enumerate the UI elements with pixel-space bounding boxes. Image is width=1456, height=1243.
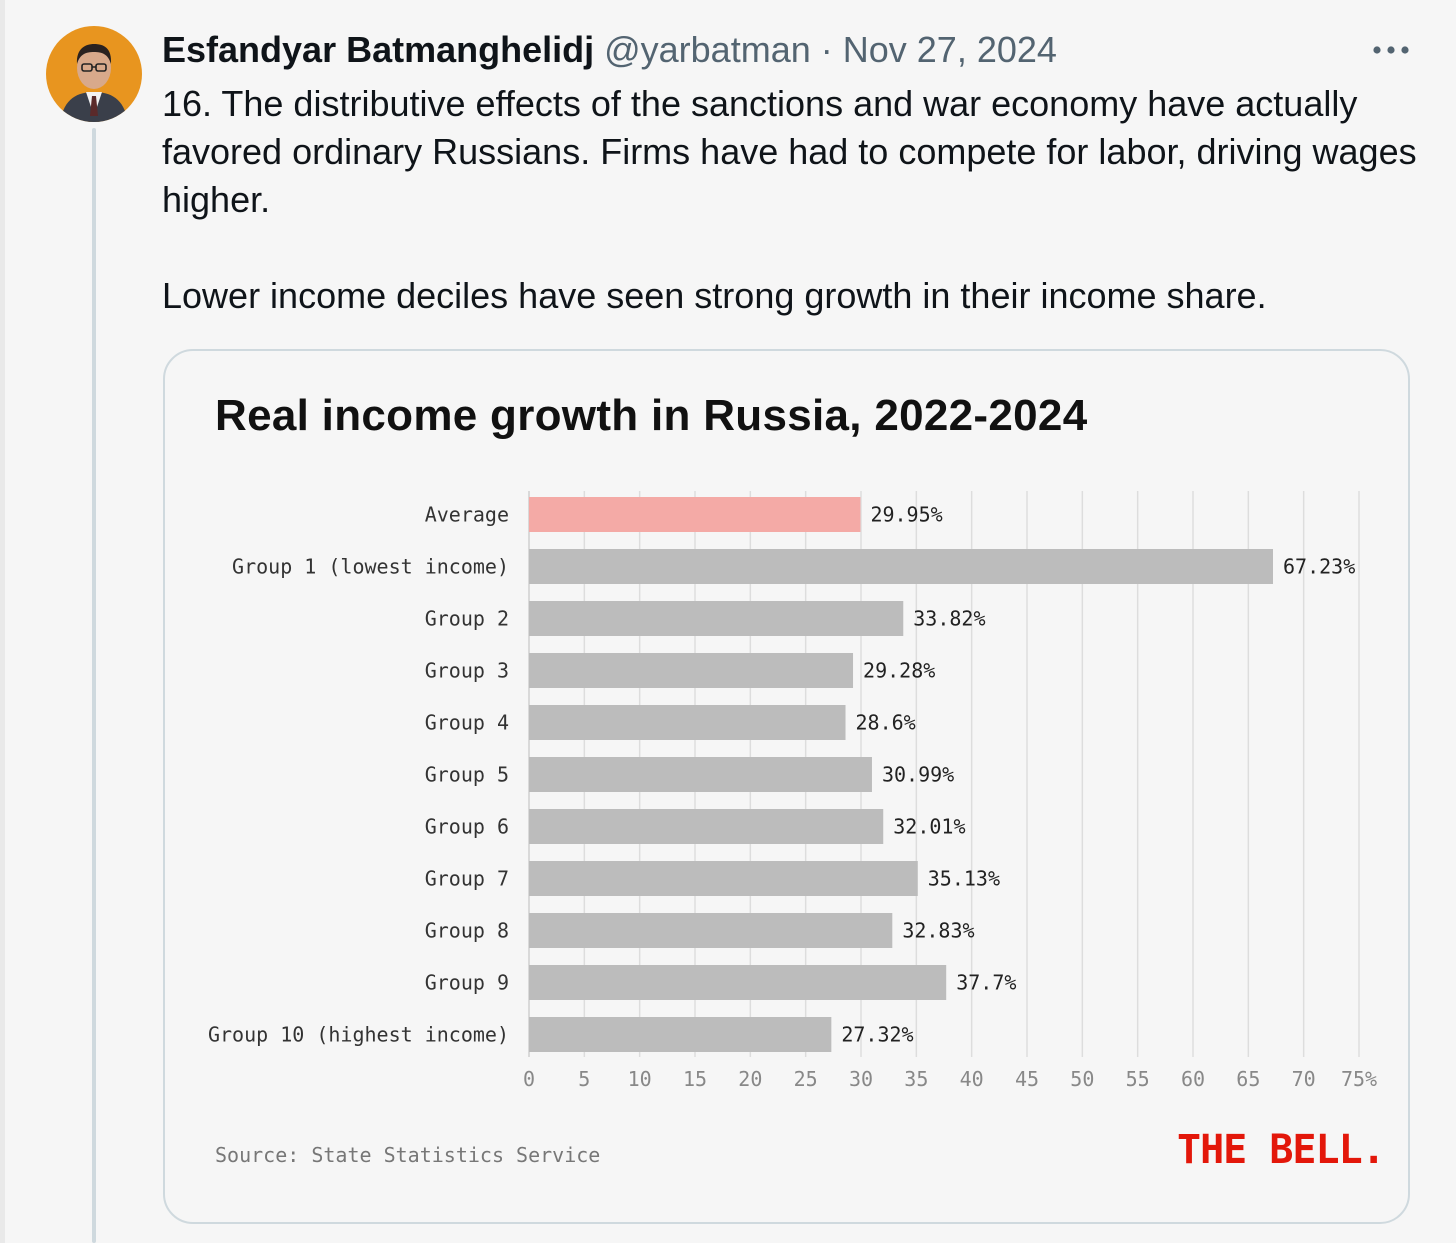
x-tick-label: 50 bbox=[1070, 1067, 1094, 1091]
header-separator: · bbox=[820, 29, 833, 70]
category-label: Group 4 bbox=[425, 711, 509, 735]
category-label: Group 5 bbox=[425, 763, 509, 787]
data-label: 32.83% bbox=[902, 919, 974, 943]
author-handle[interactable]: @yarbatman bbox=[604, 29, 811, 70]
data-label: 29.28% bbox=[863, 659, 935, 683]
x-tick-label: 15 bbox=[683, 1067, 707, 1091]
bar bbox=[529, 861, 918, 896]
x-tick-label: 40 bbox=[960, 1067, 984, 1091]
x-tick-label: 75% bbox=[1341, 1067, 1377, 1091]
x-tick-label: 0 bbox=[523, 1067, 535, 1091]
category-label: Group 2 bbox=[425, 607, 509, 631]
tweet-paragraph: 16. The distributive effects of the sanc… bbox=[162, 83, 1417, 220]
data-label: 35.13% bbox=[928, 867, 1000, 891]
category-label: Average bbox=[425, 503, 509, 527]
brand-logo: THE BELL. bbox=[1177, 1127, 1386, 1173]
tweet-date[interactable]: Nov 27, 2024 bbox=[842, 29, 1057, 70]
bar bbox=[529, 809, 884, 844]
category-label: Group 10 (highest income) bbox=[208, 1023, 509, 1047]
thread-connector-line bbox=[92, 128, 96, 1243]
tweet-paragraph: Lower income deciles have seen strong gr… bbox=[162, 275, 1267, 316]
chart-source: Source: State Statistics Service bbox=[215, 1143, 601, 1167]
data-label: 29.95% bbox=[870, 503, 942, 527]
category-label: Group 3 bbox=[425, 659, 509, 683]
data-label: 37.7% bbox=[956, 971, 1016, 995]
data-label: 33.82% bbox=[913, 607, 985, 631]
category-label: Group 8 bbox=[425, 919, 509, 943]
x-tick-label: 35 bbox=[904, 1067, 928, 1091]
chart-image-card[interactable]: Real income growth in Russia, 2022-2024 … bbox=[163, 349, 1410, 1224]
more-horizontal-icon bbox=[1373, 46, 1409, 54]
bar bbox=[529, 757, 872, 792]
x-tick-label: 45 bbox=[1015, 1067, 1039, 1091]
data-label: 67.23% bbox=[1283, 555, 1355, 579]
data-label: 30.99% bbox=[882, 763, 954, 787]
category-label: Group 9 bbox=[425, 971, 509, 995]
bar bbox=[529, 549, 1274, 584]
more-options-button[interactable] bbox=[1364, 30, 1418, 70]
chart-title: Real income growth in Russia, 2022-2024 bbox=[215, 391, 1088, 440]
bar bbox=[529, 705, 846, 740]
x-tick-label: 65 bbox=[1236, 1067, 1260, 1091]
author-avatar[interactable] bbox=[46, 26, 142, 122]
bar bbox=[529, 497, 861, 532]
category-label: Group 7 bbox=[425, 867, 509, 891]
bar bbox=[529, 653, 854, 688]
x-tick-label: 5 bbox=[578, 1067, 590, 1091]
category-label: Group 1 (lowest income) bbox=[232, 555, 509, 579]
data-label: 27.32% bbox=[841, 1023, 913, 1047]
data-label: 32.01% bbox=[893, 815, 965, 839]
x-tick-label: 60 bbox=[1181, 1067, 1205, 1091]
x-tick-label: 55 bbox=[1126, 1067, 1150, 1091]
bar bbox=[529, 1017, 832, 1052]
category-label: Group 6 bbox=[425, 815, 509, 839]
bar-chart: 0 5 10 15 20 25 30 35 40 45 50 55 60 65 70 75% Average 29… bbox=[208, 491, 1377, 1091]
bar bbox=[529, 913, 893, 948]
x-tick-label: 10 bbox=[628, 1067, 652, 1091]
x-tick-label: 25 bbox=[794, 1067, 818, 1091]
page-edge bbox=[0, 0, 5, 1243]
tweet-header: Esfandyar Batmanghelidj @yarbatman · Nov… bbox=[162, 28, 1057, 72]
x-tick-label: 20 bbox=[738, 1067, 762, 1091]
data-label: 28.6% bbox=[856, 711, 916, 735]
bar bbox=[529, 601, 904, 636]
avatar-photo-icon bbox=[46, 26, 142, 122]
author-name[interactable]: Esfandyar Batmanghelidj bbox=[162, 29, 595, 70]
x-tick-label: 70 bbox=[1292, 1067, 1316, 1091]
bar bbox=[529, 965, 947, 1000]
x-tick-label: 30 bbox=[849, 1067, 873, 1091]
tweet-text: 16. The distributive effects of the sanc… bbox=[162, 80, 1422, 320]
